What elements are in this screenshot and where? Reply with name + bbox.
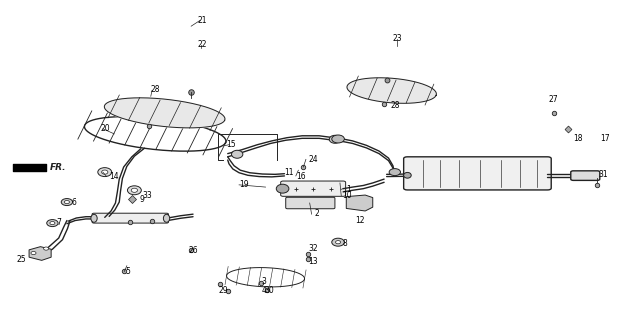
Text: 8: 8 bbox=[343, 239, 347, 248]
Text: 15: 15 bbox=[226, 140, 236, 149]
Text: 32: 32 bbox=[308, 244, 318, 253]
Text: 22: 22 bbox=[197, 40, 207, 49]
Ellipse shape bbox=[31, 252, 36, 255]
Text: 33: 33 bbox=[143, 191, 152, 200]
Polygon shape bbox=[347, 78, 436, 103]
Text: 24: 24 bbox=[308, 155, 318, 164]
Text: 27: 27 bbox=[548, 95, 557, 104]
Text: 5: 5 bbox=[126, 267, 130, 276]
Ellipse shape bbox=[131, 188, 138, 192]
Text: 23: 23 bbox=[393, 34, 403, 43]
Ellipse shape bbox=[329, 135, 341, 143]
Text: 11: 11 bbox=[284, 168, 294, 177]
Ellipse shape bbox=[91, 214, 97, 222]
Text: 30: 30 bbox=[264, 286, 274, 295]
Polygon shape bbox=[226, 268, 305, 287]
Polygon shape bbox=[29, 247, 51, 260]
Text: 7: 7 bbox=[56, 218, 61, 227]
Text: 4: 4 bbox=[261, 286, 266, 295]
Text: 25: 25 bbox=[16, 255, 26, 264]
Ellipse shape bbox=[98, 168, 112, 177]
Ellipse shape bbox=[64, 200, 70, 204]
Ellipse shape bbox=[276, 184, 289, 193]
Text: 16: 16 bbox=[296, 172, 305, 181]
Text: 21: 21 bbox=[197, 16, 207, 25]
Text: 1: 1 bbox=[346, 185, 351, 194]
Text: 31: 31 bbox=[599, 170, 608, 179]
Ellipse shape bbox=[47, 220, 58, 227]
Text: 12: 12 bbox=[355, 216, 365, 225]
Ellipse shape bbox=[164, 214, 170, 222]
FancyBboxPatch shape bbox=[92, 213, 169, 223]
Text: 9: 9 bbox=[140, 195, 144, 204]
Ellipse shape bbox=[332, 238, 344, 246]
FancyBboxPatch shape bbox=[404, 157, 551, 190]
Ellipse shape bbox=[61, 198, 73, 205]
Text: 3: 3 bbox=[261, 277, 266, 286]
Polygon shape bbox=[85, 116, 226, 151]
Ellipse shape bbox=[50, 221, 55, 225]
Ellipse shape bbox=[332, 135, 344, 143]
Text: 19: 19 bbox=[239, 180, 248, 189]
Text: 6: 6 bbox=[71, 197, 76, 206]
Polygon shape bbox=[104, 98, 225, 128]
Ellipse shape bbox=[44, 247, 49, 250]
Text: 14: 14 bbox=[109, 172, 119, 181]
Text: 13: 13 bbox=[308, 257, 318, 266]
Ellipse shape bbox=[231, 150, 243, 158]
FancyBboxPatch shape bbox=[286, 197, 335, 209]
Text: FR.: FR. bbox=[50, 163, 66, 172]
Text: 17: 17 bbox=[600, 134, 609, 143]
Ellipse shape bbox=[389, 169, 401, 176]
Text: 18: 18 bbox=[573, 134, 583, 143]
FancyBboxPatch shape bbox=[281, 181, 346, 196]
Ellipse shape bbox=[336, 241, 341, 244]
Text: 2: 2 bbox=[315, 209, 320, 218]
Text: 28: 28 bbox=[151, 85, 161, 94]
Polygon shape bbox=[346, 195, 373, 211]
Text: 28: 28 bbox=[391, 101, 400, 110]
Ellipse shape bbox=[102, 170, 108, 174]
Text: 29: 29 bbox=[218, 286, 228, 295]
Text: 10: 10 bbox=[343, 190, 352, 200]
Ellipse shape bbox=[128, 186, 142, 195]
Text: 20: 20 bbox=[100, 124, 110, 133]
Text: 26: 26 bbox=[188, 246, 198, 255]
Ellipse shape bbox=[404, 172, 411, 178]
FancyBboxPatch shape bbox=[571, 171, 600, 180]
